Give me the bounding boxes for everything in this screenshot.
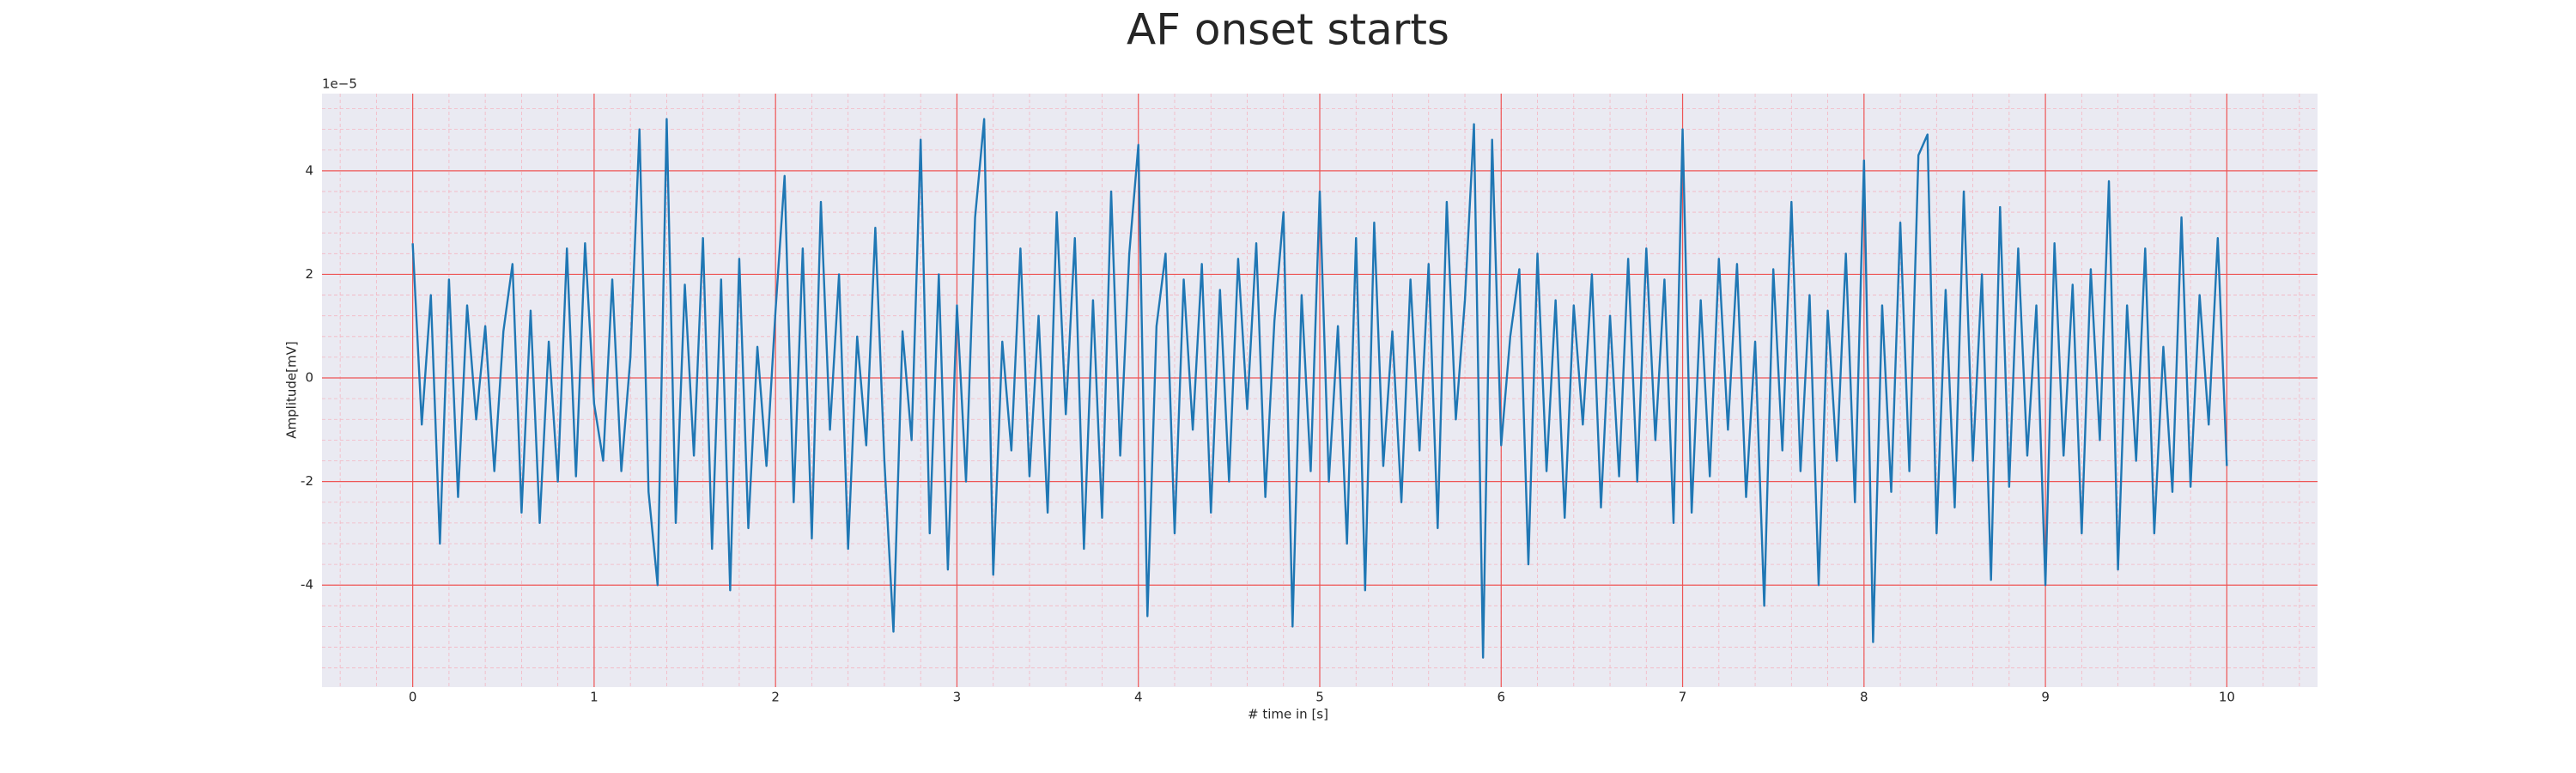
x-tick-label: 3: [953, 690, 962, 705]
y-tick-label: 4: [305, 162, 313, 178]
x-tick-label: 4: [1134, 690, 1143, 705]
x-tick-label: 6: [1497, 690, 1505, 705]
x-axis-label: # time in [s]: [1248, 707, 1328, 722]
y-axis-label: Amplitude[mV]: [284, 341, 300, 438]
chart-title: AF onset starts: [1127, 5, 1449, 55]
x-tick-label: 1: [590, 690, 598, 705]
x-tick-label: 2: [771, 690, 780, 705]
x-tick-label: 0: [409, 690, 417, 705]
y-tick-label: -4: [301, 577, 313, 593]
x-tick-label: 10: [2219, 690, 2235, 705]
y-tick-label: 0: [305, 370, 313, 386]
x-tick-label: 7: [1679, 690, 1687, 705]
y-offset-label: 1e−5: [322, 76, 357, 92]
y-tick-label: 2: [305, 266, 313, 282]
x-tick-label: 5: [1315, 690, 1324, 705]
signal-line: [411, 118, 2228, 659]
x-tick-label: 8: [1860, 690, 1868, 705]
y-tick-label: -2: [301, 473, 313, 489]
x-tick-label: 9: [2041, 690, 2050, 705]
